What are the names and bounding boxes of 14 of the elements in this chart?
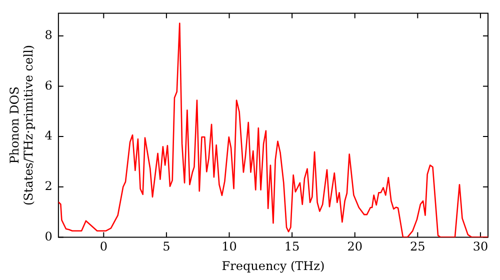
x-tick-label: 10: [222, 240, 237, 254]
y-tick-label: 8: [44, 28, 52, 42]
y-tick-label: 0: [44, 229, 52, 244]
y-tick-label: 6: [44, 78, 52, 92]
x-tick-label: 20: [347, 240, 362, 254]
x-tick-label: 25: [410, 240, 426, 254]
y-tick-label: 4: [44, 128, 53, 143]
x-tick-label: 15: [284, 240, 300, 254]
x-axis-title: Frequency (THz): [222, 258, 325, 273]
x-tick-label: 30: [472, 240, 488, 254]
y-axis-title: Phonon DOS (States/THz·primitive cell): [7, 44, 36, 206]
x-tick-label: 0: [100, 240, 108, 254]
y-tick-label: 2: [44, 178, 52, 193]
x-tick-label: 5: [162, 240, 170, 254]
